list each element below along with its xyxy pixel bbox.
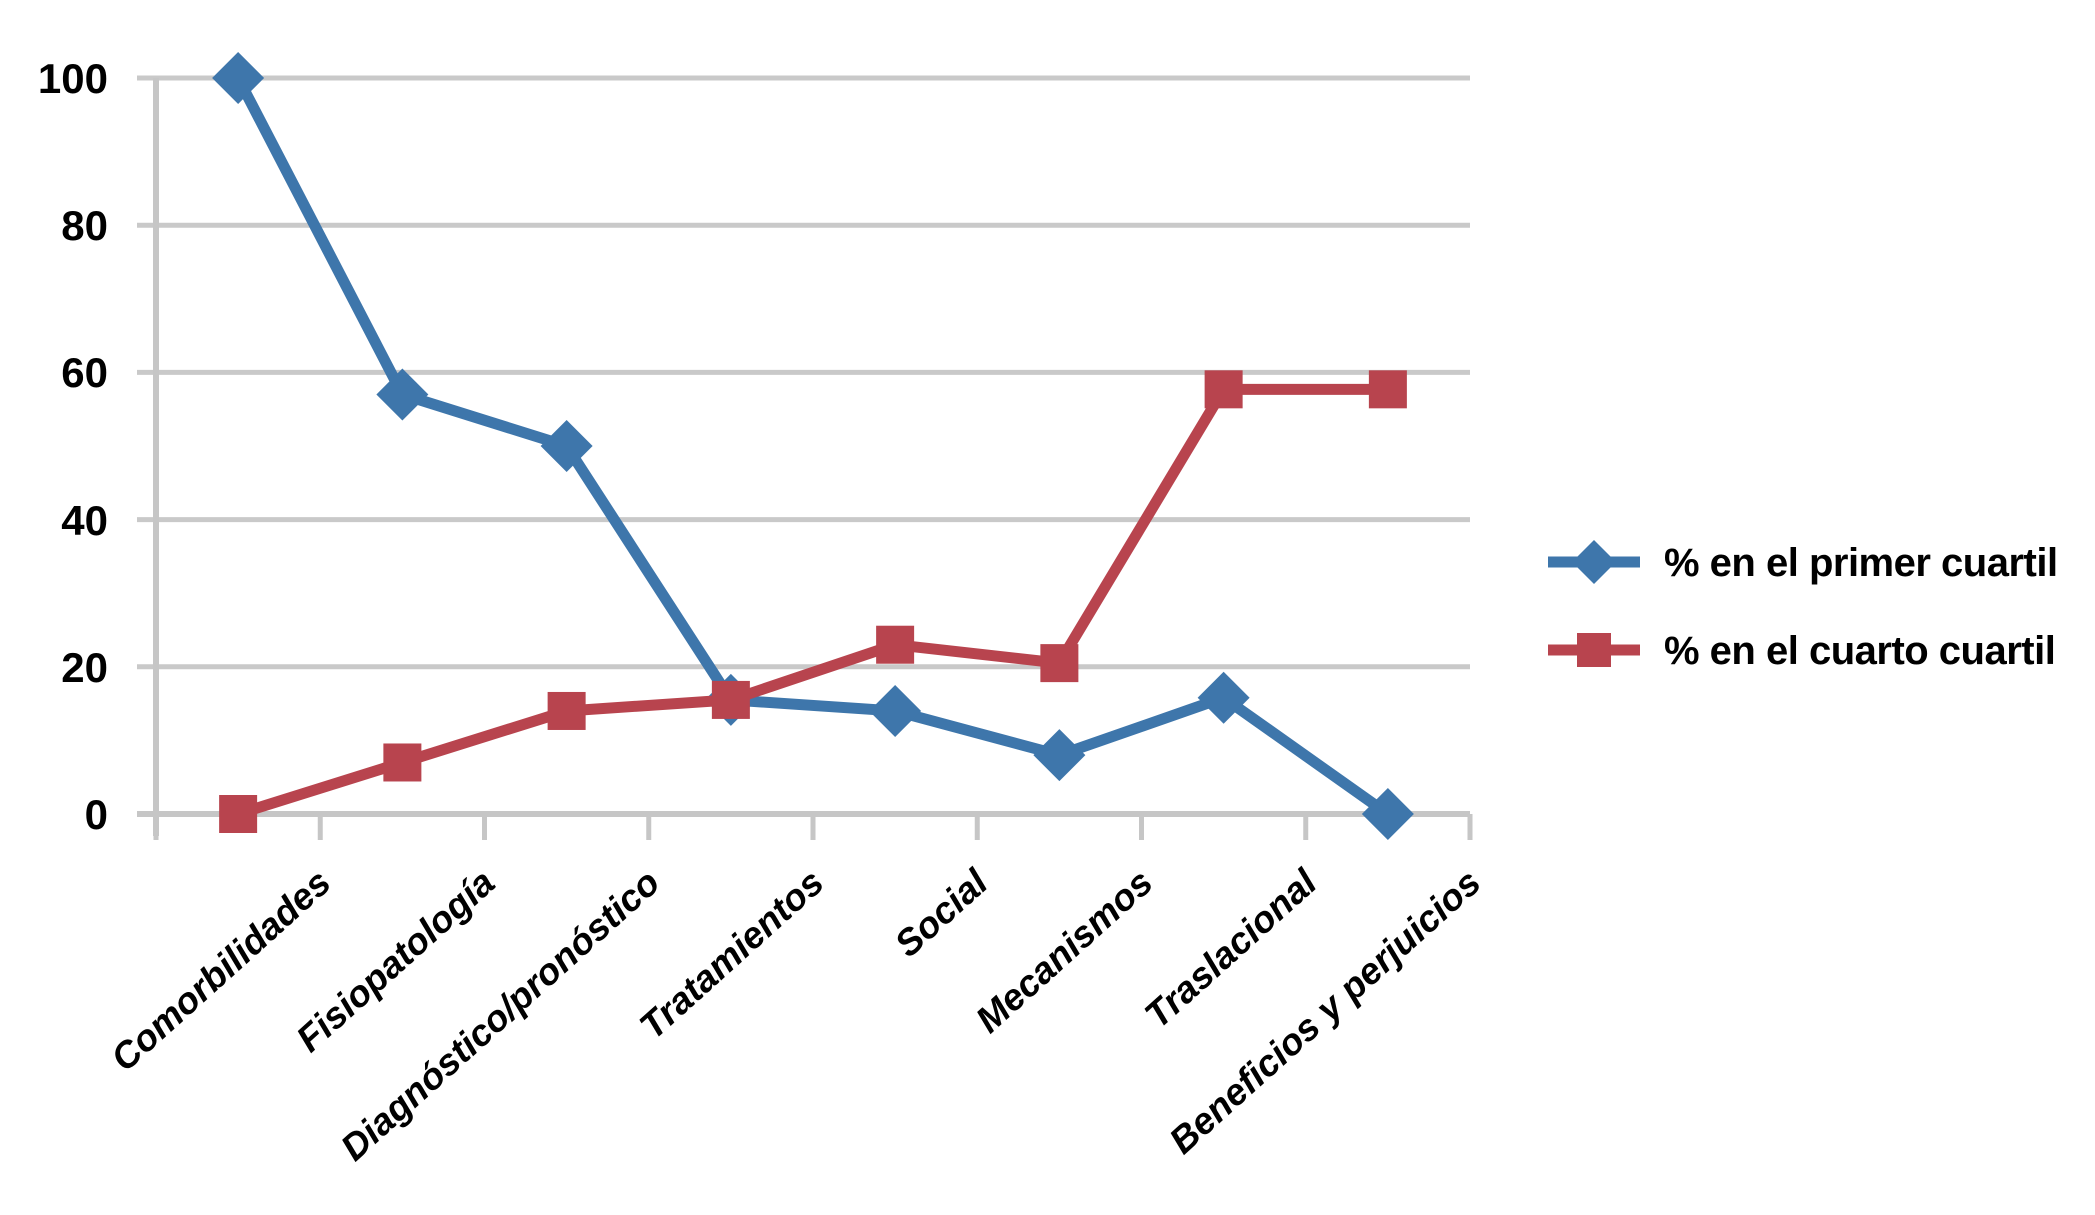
diamond-data-point-marker	[1361, 788, 1414, 840]
axes	[137, 78, 1470, 836]
legend-square-marker-icon	[1577, 633, 1611, 667]
diamond-data-point-marker	[376, 368, 429, 421]
data-series	[212, 52, 1414, 840]
series-cuarto-cuartil	[219, 370, 1407, 833]
y-tick-label: 60	[61, 349, 108, 396]
square-data-point-marker	[1204, 370, 1243, 409]
legend-item-primer-cuartil: % en el primer cuartil	[1548, 540, 2058, 585]
diamond-data-point-marker	[869, 684, 922, 737]
y-tick-label: 20	[61, 644, 108, 691]
series-line	[236, 383, 1388, 820]
square-data-point-marker	[1040, 644, 1079, 683]
y-tick-label: 80	[61, 202, 108, 249]
y-axis-labels: 0 20 40 60 80 100	[38, 55, 108, 838]
y-tick-label: 100	[38, 55, 108, 102]
y-tick-label: 0	[85, 791, 108, 838]
diamond-data-point-marker	[1197, 671, 1250, 724]
square-data-point-marker	[219, 795, 258, 833]
y-tick-label: 40	[61, 497, 108, 544]
gridlines	[137, 75, 1470, 670]
legend-label: % en el primer cuartil	[1664, 541, 2058, 585]
legend-item-cuarto-cuartil: % en el cuarto cuartil	[1548, 629, 2056, 673]
series-line	[233, 75, 1392, 819]
square-data-point-marker	[383, 743, 422, 782]
diamond-data-point-marker	[212, 52, 265, 104]
square-data-point-marker	[711, 680, 750, 719]
legend-diamond-marker-icon	[1572, 540, 1616, 584]
square-data-point-marker	[1368, 370, 1407, 409]
x-axis-ticks	[153, 814, 1473, 840]
square-data-point-marker	[547, 691, 586, 730]
legend-label: % en el cuarto cuartil	[1664, 629, 2055, 673]
diamond-data-point-marker	[1033, 729, 1086, 782]
square-data-point-marker	[876, 625, 915, 664]
legend: % en el primer cuartil % en el cuarto cu…	[1548, 540, 2058, 673]
diamond-data-point-marker	[540, 420, 593, 472]
